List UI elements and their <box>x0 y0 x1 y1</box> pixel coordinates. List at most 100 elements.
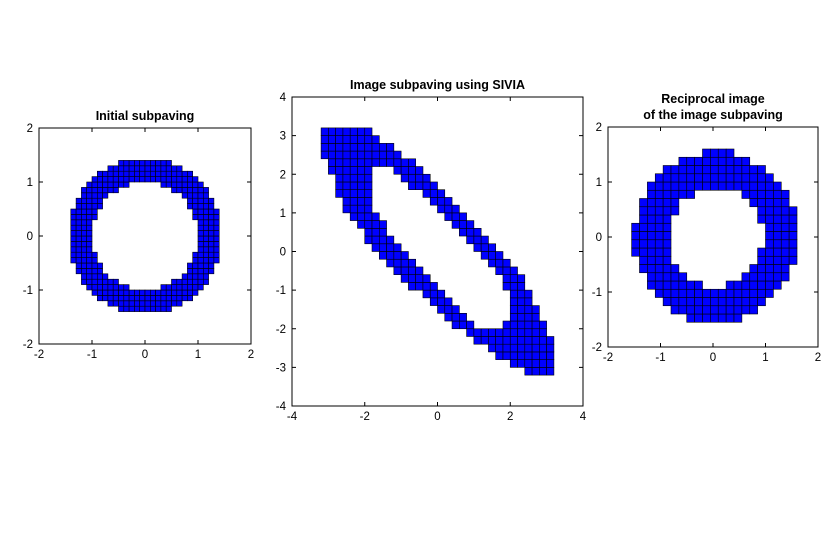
chart-title: Reciprocal image <box>661 92 765 106</box>
subpaving-box <box>139 300 146 307</box>
subpaving-box <box>97 197 103 204</box>
subpaving-box <box>112 165 119 172</box>
subpaving-box <box>408 258 416 268</box>
subpaving-box <box>773 231 782 241</box>
subpaving-box <box>647 247 656 257</box>
subpaving-box <box>349 143 358 152</box>
subpaving-box <box>165 176 172 183</box>
subpaving-box <box>765 280 774 290</box>
subpaving-box <box>150 170 156 177</box>
subpaving-box <box>208 224 215 231</box>
subpaving-box <box>408 173 416 183</box>
subpaving-box <box>788 231 798 241</box>
subpaving-box <box>160 289 167 296</box>
subpaving-box <box>123 165 130 172</box>
subpaving-box <box>176 284 183 291</box>
subpaving-box <box>662 280 672 290</box>
subpaving-box <box>749 288 758 298</box>
subpaving-box <box>662 255 672 265</box>
y-tick-label: 2 <box>27 123 33 135</box>
subpaving-box <box>91 187 98 194</box>
y-tick-label: -3 <box>276 362 286 374</box>
subpaving-box <box>654 198 664 208</box>
subpaving-box <box>429 197 438 206</box>
y-tick-label: 0 <box>27 231 33 243</box>
subpaving-box <box>733 165 743 175</box>
subpaving-box <box>203 187 209 194</box>
subpaving-box <box>86 203 93 210</box>
subpaving-box <box>171 295 178 302</box>
subpaving-box <box>765 189 774 199</box>
subpaving-box <box>91 203 98 210</box>
x-tick-label: -1 <box>87 349 97 361</box>
subpaving-box <box>444 305 453 314</box>
subpaving-box <box>97 289 103 296</box>
subpaving-box <box>81 219 88 226</box>
subpaving-box <box>765 272 774 282</box>
subpaving-box <box>203 192 209 199</box>
subpaving-box <box>107 284 114 291</box>
subpaving-box <box>654 280 664 290</box>
subpaving-box <box>187 170 193 177</box>
subpaving-box <box>647 181 656 191</box>
subpaving-box <box>437 189 446 198</box>
subpaving-box <box>134 289 140 296</box>
subpaving-box <box>531 320 540 330</box>
subpaving-box <box>197 203 204 210</box>
subpaving-box <box>773 214 782 224</box>
subpaving-boxes <box>631 148 798 323</box>
subpaving-box <box>335 135 344 144</box>
subpaving-box <box>150 300 156 307</box>
subpaving-box <box>197 257 204 264</box>
subpaving-box <box>192 197 199 204</box>
subpaving-box <box>670 280 680 290</box>
subpaving-box <box>710 156 719 166</box>
subpaving-box <box>415 173 424 183</box>
subpaving-box <box>197 246 204 253</box>
subpaving-box <box>181 187 188 194</box>
subpaving-box <box>678 189 688 199</box>
subpaving-box <box>118 284 125 291</box>
subpaving-box <box>192 187 199 194</box>
subpaving-box <box>335 181 344 191</box>
subpaving-box <box>107 300 114 307</box>
subpaving-box <box>357 158 366 167</box>
subpaving-box <box>102 176 109 183</box>
subpaving-box <box>639 247 648 257</box>
subpaving-box <box>780 214 790 224</box>
subpaving-box <box>118 289 125 296</box>
subpaving-box <box>765 255 774 265</box>
subpaving-box <box>364 204 373 214</box>
x-tick-label: 1 <box>762 352 768 364</box>
subpaving-box <box>733 280 743 290</box>
subpaving-box <box>107 278 114 285</box>
subpaving-box <box>725 305 735 315</box>
subpaving-box <box>371 158 380 167</box>
subpaving-box <box>780 255 790 265</box>
subpaving-box <box>509 274 518 283</box>
subpaving-box <box>725 165 735 175</box>
subpaving-box <box>357 135 366 144</box>
subpaving-box <box>203 268 209 275</box>
subpaving-box <box>213 208 220 215</box>
subpaving-box <box>139 176 146 183</box>
subpaving-box <box>91 273 98 280</box>
subpaving-box <box>717 173 727 183</box>
subpaving-box <box>187 289 193 296</box>
subpaving-box <box>155 295 162 302</box>
y-tick-label: -4 <box>276 401 287 413</box>
subpaving-box <box>386 158 395 167</box>
subpaving-box <box>393 251 402 260</box>
x-tick-label: 0 <box>434 411 440 423</box>
y-tick-label: 1 <box>280 208 286 220</box>
subpaving-box <box>75 230 82 237</box>
subpaving-box <box>81 235 88 242</box>
y-tick-label: 4 <box>280 92 287 104</box>
subpaving-box <box>502 320 511 330</box>
subpaving-box <box>335 166 344 175</box>
subpaving-box <box>192 214 199 221</box>
subpaving-box <box>495 351 504 360</box>
subpaving-box <box>364 228 373 237</box>
subpaving-box <box>86 230 93 237</box>
subpaving-box <box>733 297 743 307</box>
